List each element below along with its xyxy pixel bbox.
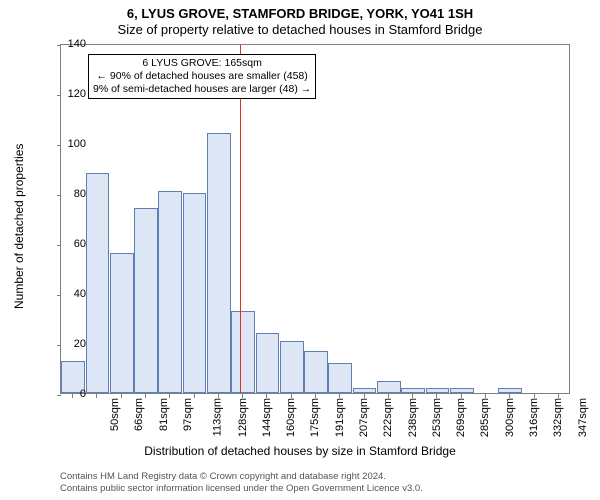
x-tick-label: 191sqm xyxy=(334,398,346,437)
x-tick-label: 144sqm xyxy=(261,398,273,437)
x-tick-mark xyxy=(169,394,170,398)
x-tick-mark xyxy=(291,394,292,398)
x-tick-mark xyxy=(461,394,462,398)
x-tick-label: 269sqm xyxy=(455,398,467,437)
x-axis-label: Distribution of detached houses by size … xyxy=(0,444,600,458)
chart-title-main: 6, LYUS GROVE, STAMFORD BRIDGE, YORK, YO… xyxy=(0,6,600,21)
x-tick-mark xyxy=(388,394,389,398)
x-tick-mark xyxy=(96,394,97,398)
y-tick-label: 20 xyxy=(46,338,86,350)
histogram-bar xyxy=(353,388,377,393)
histogram-bar xyxy=(280,341,304,394)
histogram-bar xyxy=(304,351,328,394)
y-tick-label: 0 xyxy=(46,388,86,400)
x-tick-mark xyxy=(145,394,146,398)
x-tick-label: 97sqm xyxy=(182,398,194,431)
histogram-bar xyxy=(401,388,425,393)
y-tick-label: 80 xyxy=(46,188,86,200)
y-tick-label: 120 xyxy=(46,88,86,100)
x-tick-label: 347sqm xyxy=(577,398,589,437)
x-tick-mark xyxy=(509,394,510,398)
x-tick-label: 113sqm xyxy=(212,398,224,436)
x-tick-label: 253sqm xyxy=(431,398,443,437)
x-tick-mark xyxy=(194,394,195,398)
x-tick-mark xyxy=(315,394,316,398)
x-tick-label: 207sqm xyxy=(358,398,370,437)
histogram-bar xyxy=(86,173,110,393)
x-tick-label: 66sqm xyxy=(133,398,145,431)
annotation-line: 6 LYUS GROVE: 165sqm xyxy=(93,57,311,70)
x-tick-label: 285sqm xyxy=(480,398,492,437)
histogram-bar xyxy=(183,193,207,393)
chart-title-sub: Size of property relative to detached ho… xyxy=(0,22,600,37)
annotation-box: 6 LYUS GROVE: 165sqm← 90% of detached ho… xyxy=(88,54,316,99)
x-tick-mark xyxy=(534,394,535,398)
x-tick-label: 332sqm xyxy=(552,398,564,437)
x-tick-label: 300sqm xyxy=(504,398,516,437)
x-tick-mark xyxy=(266,394,267,398)
x-tick-mark xyxy=(339,394,340,398)
y-tick-label: 40 xyxy=(46,288,86,300)
annotation-line: ← 90% of detached houses are smaller (45… xyxy=(93,70,311,83)
x-tick-mark xyxy=(72,394,73,398)
x-tick-mark xyxy=(436,394,437,398)
histogram-bar xyxy=(110,253,134,393)
histogram-bar xyxy=(158,191,182,394)
x-tick-label: 50sqm xyxy=(109,398,121,431)
attribution-line-1: Contains HM Land Registry data © Crown c… xyxy=(60,471,423,482)
x-tick-label: 316sqm xyxy=(528,398,540,437)
x-tick-mark xyxy=(485,394,486,398)
x-tick-mark xyxy=(242,394,243,398)
annotation-line: 9% of semi-detached houses are larger (4… xyxy=(93,83,311,96)
x-tick-label: 81sqm xyxy=(158,398,170,431)
x-tick-label: 238sqm xyxy=(407,398,419,437)
histogram-bar xyxy=(426,388,450,393)
attribution-text: Contains HM Land Registry data © Crown c… xyxy=(60,471,423,494)
histogram-bar xyxy=(256,333,280,393)
histogram-bar xyxy=(134,208,158,393)
attribution-line-2: Contains public sector information licen… xyxy=(60,483,423,494)
x-tick-label: 222sqm xyxy=(382,398,394,437)
histogram-bar xyxy=(231,311,255,394)
histogram-bar xyxy=(207,133,231,393)
y-axis-label: Number of detached properties xyxy=(12,144,26,309)
y-tick-label: 60 xyxy=(46,238,86,250)
x-tick-label: 175sqm xyxy=(310,398,322,437)
histogram-bar xyxy=(450,388,474,393)
x-tick-label: 160sqm xyxy=(285,398,297,437)
histogram-bar xyxy=(328,363,352,393)
y-tick-label: 140 xyxy=(46,38,86,50)
x-tick-mark xyxy=(121,394,122,398)
histogram-bar xyxy=(377,381,401,394)
x-tick-mark xyxy=(558,394,559,398)
x-tick-mark xyxy=(364,394,365,398)
histogram-bar xyxy=(498,388,522,393)
x-tick-label: 128sqm xyxy=(237,398,249,437)
x-tick-mark xyxy=(218,394,219,398)
y-tick-label: 100 xyxy=(46,138,86,150)
x-tick-mark xyxy=(412,394,413,398)
